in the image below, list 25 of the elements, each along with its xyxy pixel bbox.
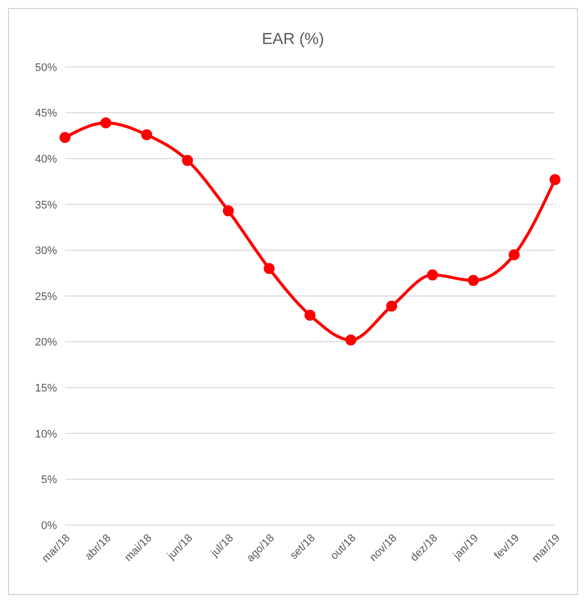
point — [141, 129, 152, 140]
y-tick-label: 35% — [34, 199, 58, 212]
y-tick-label: 45% — [34, 108, 58, 120]
y-tick-label: 25% — [34, 290, 58, 303]
y-tick-label: 50% — [34, 62, 58, 74]
chart-title: EAR (%) — [260, 31, 326, 50]
y-tick-label: 40% — [34, 154, 58, 166]
point — [345, 334, 356, 346]
point — [222, 205, 234, 216]
y-tick-label: 30% — [34, 245, 58, 258]
point — [304, 310, 316, 321]
y-tick-label: 20% — [34, 336, 58, 349]
point — [100, 117, 112, 128]
point — [264, 263, 275, 274]
y-tick-label: 0% — [41, 520, 58, 532]
point — [550, 174, 560, 186]
y-tick-label: 15% — [34, 382, 58, 395]
point — [60, 132, 70, 144]
y-tick-label: 10% — [34, 428, 58, 440]
y-tick-label: 5% — [41, 474, 58, 486]
point — [386, 300, 398, 312]
point — [468, 274, 479, 286]
point — [427, 269, 438, 280]
point — [508, 249, 520, 260]
point — [182, 154, 193, 166]
